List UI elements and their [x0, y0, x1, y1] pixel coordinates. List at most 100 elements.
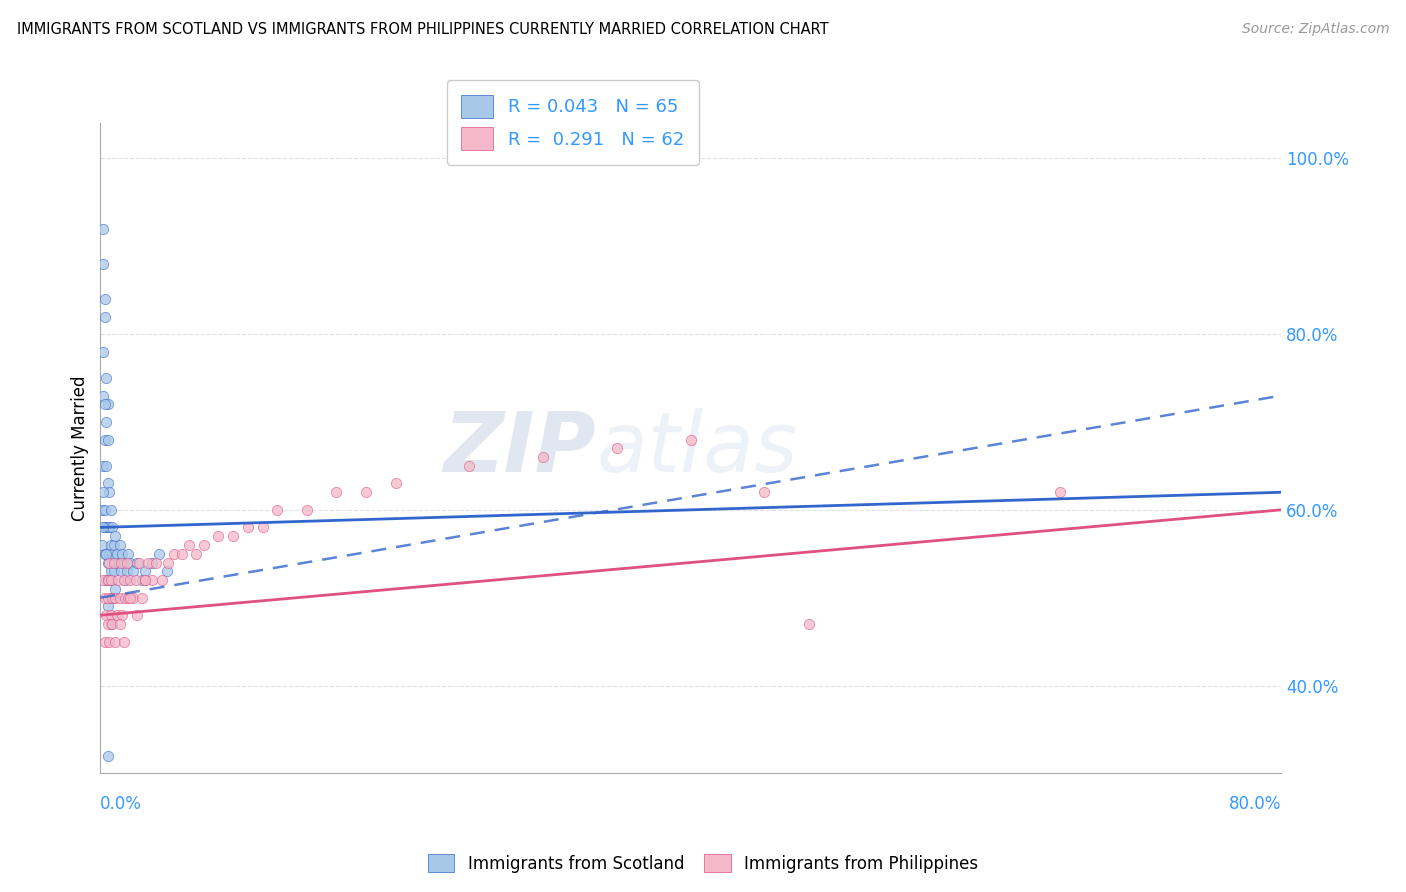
Point — [118, 573, 141, 587]
Point — [94, 292, 117, 306]
Point — [170, 547, 193, 561]
Point — [97, 476, 120, 491]
Point — [97, 573, 120, 587]
Point — [131, 591, 153, 605]
Text: ZIP: ZIP — [443, 408, 596, 489]
Point — [97, 433, 120, 447]
Point — [98, 547, 121, 561]
Point — [91, 485, 114, 500]
Point — [91, 344, 114, 359]
Point — [163, 547, 186, 561]
Point — [98, 634, 121, 648]
Point — [136, 556, 159, 570]
Point — [97, 617, 120, 632]
Text: IMMIGRANTS FROM SCOTLAND VS IMMIGRANTS FROM PHILIPPINES CURRENTLY MARRIED CORREL: IMMIGRANTS FROM SCOTLAND VS IMMIGRANTS F… — [17, 22, 828, 37]
Point — [94, 433, 117, 447]
Point — [100, 591, 122, 605]
Point — [156, 565, 179, 579]
Point — [97, 591, 120, 605]
Point — [94, 547, 117, 561]
Point — [112, 634, 135, 648]
Point — [100, 503, 122, 517]
Point — [157, 556, 180, 570]
Point — [114, 591, 136, 605]
Point — [134, 573, 156, 587]
Legend: Immigrants from Scotland, Immigrants from Philippines: Immigrants from Scotland, Immigrants fro… — [420, 847, 986, 880]
Point — [101, 617, 124, 632]
Point — [115, 565, 138, 579]
Point — [125, 573, 148, 587]
Point — [94, 520, 117, 534]
Point — [96, 608, 118, 623]
Point — [679, 433, 702, 447]
Point — [103, 556, 125, 570]
Point — [100, 573, 122, 587]
Point — [90, 503, 112, 517]
Point — [797, 617, 820, 632]
Point — [141, 556, 163, 570]
Point — [104, 634, 127, 648]
Point — [96, 415, 118, 429]
Point — [91, 257, 114, 271]
Point — [101, 573, 124, 587]
Text: 80.0%: 80.0% — [1229, 796, 1281, 814]
Point — [121, 591, 143, 605]
Text: Source: ZipAtlas.com: Source: ZipAtlas.com — [1241, 22, 1389, 37]
Point — [384, 476, 406, 491]
Point — [108, 591, 131, 605]
Point — [222, 529, 245, 543]
Point — [134, 565, 156, 579]
Point — [101, 547, 124, 561]
Point — [90, 538, 112, 552]
Point — [96, 458, 118, 473]
Point — [91, 520, 114, 534]
Point — [104, 529, 127, 543]
Point — [104, 591, 127, 605]
Point — [91, 389, 114, 403]
Point — [94, 310, 117, 324]
Point — [118, 556, 141, 570]
Point — [114, 573, 136, 587]
Point — [98, 573, 121, 587]
Point — [325, 485, 347, 500]
Point — [104, 556, 127, 570]
Point — [110, 556, 132, 570]
Point — [112, 556, 135, 570]
Point — [96, 520, 118, 534]
Text: 0.0%: 0.0% — [100, 796, 142, 814]
Point — [91, 458, 114, 473]
Point — [606, 442, 628, 456]
Point — [236, 520, 259, 534]
Point — [96, 371, 118, 385]
Point — [94, 397, 117, 411]
Point — [97, 573, 120, 587]
Point — [531, 450, 554, 464]
Point — [121, 565, 143, 579]
Point — [107, 573, 129, 587]
Point — [91, 221, 114, 235]
Point — [107, 556, 129, 570]
Point — [141, 573, 163, 587]
Point — [134, 573, 156, 587]
Point — [101, 591, 124, 605]
Point — [128, 556, 150, 570]
Point — [94, 591, 117, 605]
Point — [94, 503, 117, 517]
Point — [131, 573, 153, 587]
Point — [754, 485, 776, 500]
Point — [1049, 485, 1071, 500]
Point — [98, 520, 121, 534]
Point — [97, 556, 120, 570]
Point — [98, 485, 121, 500]
Point — [117, 547, 139, 561]
Point — [266, 503, 288, 517]
Point — [104, 582, 127, 596]
Text: atlas: atlas — [596, 408, 797, 489]
Point — [108, 538, 131, 552]
Point — [96, 573, 118, 587]
Point — [127, 556, 149, 570]
Point — [103, 591, 125, 605]
Point — [91, 573, 114, 587]
Point — [97, 748, 120, 763]
Point — [112, 573, 135, 587]
